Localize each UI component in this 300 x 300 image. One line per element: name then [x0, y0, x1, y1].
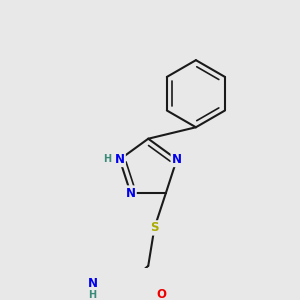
Text: N: N [115, 153, 125, 166]
Text: N: N [126, 187, 136, 200]
Text: O: O [157, 288, 166, 300]
Text: H: H [88, 290, 97, 300]
Text: S: S [150, 221, 159, 234]
Text: H: H [103, 154, 111, 164]
Text: N: N [172, 153, 182, 166]
Text: N: N [88, 277, 98, 290]
